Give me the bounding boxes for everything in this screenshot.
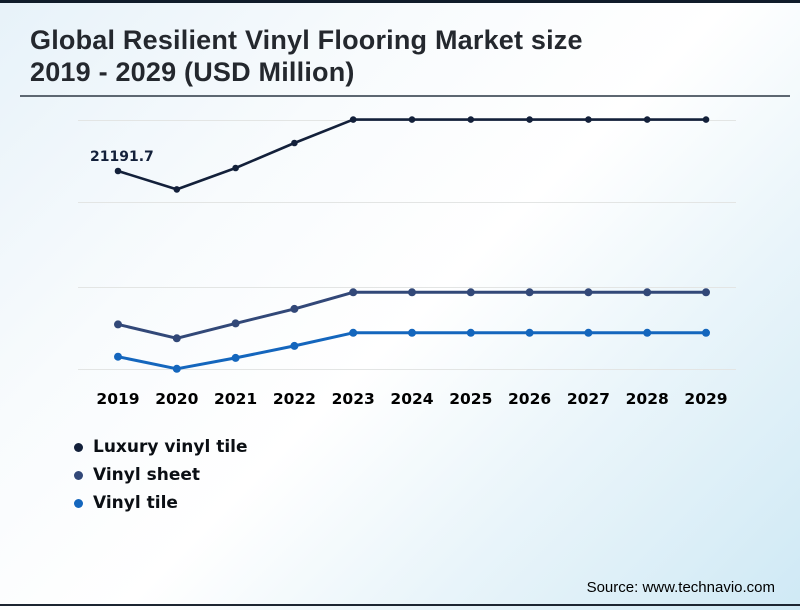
data-point: [702, 288, 710, 297]
data-point: [349, 328, 358, 337]
x-axis-label: 2028: [626, 390, 669, 408]
data-point: [643, 328, 652, 337]
data-point: [702, 328, 710, 337]
page-title-line2: 2019 - 2029 (USD Million): [30, 57, 355, 87]
data-point: [232, 164, 239, 172]
series-line-luxury-vinyl-tile: [116, 118, 708, 191]
chart-legend: Luxury vinyl tile Vinyl sheet Vinyl tile: [74, 436, 248, 520]
data-point: [584, 328, 593, 337]
legend-item-luxury-vinyl-tile: Luxury vinyl tile: [74, 436, 248, 458]
legend-label: Luxury vinyl tile: [93, 437, 248, 457]
top-accent-bar: [0, 0, 800, 3]
legend-label: Vinyl tile: [93, 493, 178, 513]
data-point: [172, 334, 181, 343]
data-point: [290, 341, 299, 350]
data-point: [114, 167, 122, 175]
data-point: [585, 116, 592, 123]
legend-dot-luxury-vinyl-tile-icon: [74, 442, 83, 452]
bottom-rule: [0, 604, 800, 606]
data-point: [231, 353, 240, 362]
data-point: [643, 116, 651, 123]
data-point: [290, 304, 299, 313]
data-point: [349, 116, 357, 123]
data-point: [231, 319, 240, 328]
data-point-label: 21191.7: [90, 149, 154, 165]
legend-dot-vinyl-tile-icon: [74, 498, 83, 508]
data-point: [466, 288, 475, 297]
x-axis-label: 2020: [155, 390, 198, 408]
data-point: [526, 116, 533, 123]
page-title-line1: Global Resilient Vinyl Flooring Market s…: [30, 25, 583, 55]
data-point: [643, 288, 652, 297]
source-attribution: Source: www.technavio.com: [586, 579, 775, 596]
data-point: [114, 352, 122, 361]
legend-item-vinyl-sheet: Vinyl sheet: [74, 464, 248, 486]
x-axis-label: 2026: [508, 390, 551, 408]
data-point: [408, 288, 416, 297]
data-point: [467, 116, 475, 123]
data-point: [408, 328, 416, 337]
x-axis-label: 2022: [273, 390, 316, 408]
x-axis-label: 2021: [214, 390, 257, 408]
x-axis-label: 2019: [96, 390, 139, 408]
data-point: [525, 328, 534, 337]
x-axis-label: 2027: [567, 390, 610, 408]
legend-dot-vinyl-sheet-icon: [74, 470, 83, 480]
title-divider: [20, 95, 790, 97]
chart-area: 2019 2020 2021 2022 2023 2024 2025 2026 2027 2028…: [0, 100, 800, 410]
data-point: [172, 364, 181, 373]
data-point: [702, 116, 710, 123]
market-size-line-chart: 2019 2020 2021 2022 2023 2024 2025 2026 2027 2028…: [78, 116, 736, 408]
data-point: [408, 116, 416, 123]
x-axis-label: 2029: [684, 390, 727, 408]
legend-label: Vinyl sheet: [93, 465, 201, 485]
data-point: [584, 288, 593, 297]
data-point: [291, 139, 298, 147]
x-axis-label: 2023: [332, 390, 375, 408]
data-point: [173, 186, 181, 193]
data-point: [466, 328, 475, 337]
legend-item-vinyl-tile: Vinyl tile: [74, 492, 248, 514]
page-title: Global Resilient Vinyl Flooring Market s…: [30, 24, 670, 88]
x-axis-label: 2024: [390, 390, 433, 408]
series-line-vinyl-tile: [116, 331, 708, 371]
data-point: [525, 288, 534, 297]
data-point: [349, 288, 358, 297]
data-point: [114, 320, 122, 329]
x-axis-label: 2025: [449, 390, 492, 408]
